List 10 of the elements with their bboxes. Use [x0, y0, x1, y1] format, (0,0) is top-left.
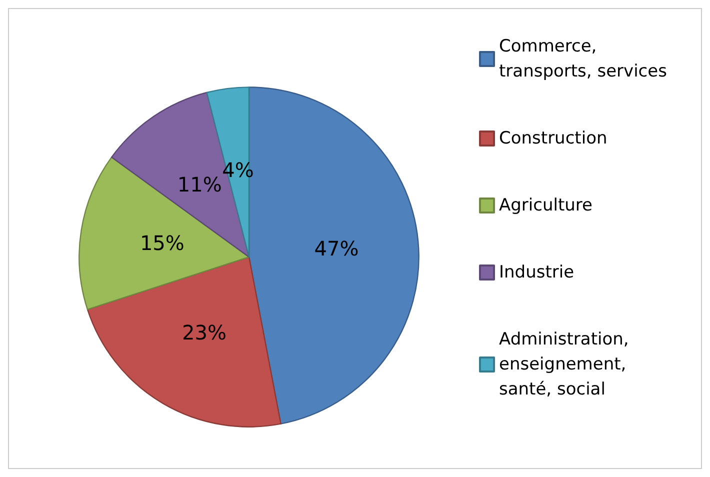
legend-label: Administration, enseignement, santé, social	[499, 330, 634, 400]
legend-label: Agriculture	[499, 196, 592, 216]
data-label: 11%	[177, 172, 222, 196]
legend-label: Commerce, transports, services	[499, 36, 668, 82]
data-label: 15%	[140, 231, 184, 256]
legend-label: Construction	[499, 128, 608, 148]
data-label: 4%	[222, 158, 254, 182]
data-label: 23%	[182, 320, 226, 345]
legend-label: Industrie	[499, 262, 574, 282]
data-label: 47%	[314, 236, 359, 261]
